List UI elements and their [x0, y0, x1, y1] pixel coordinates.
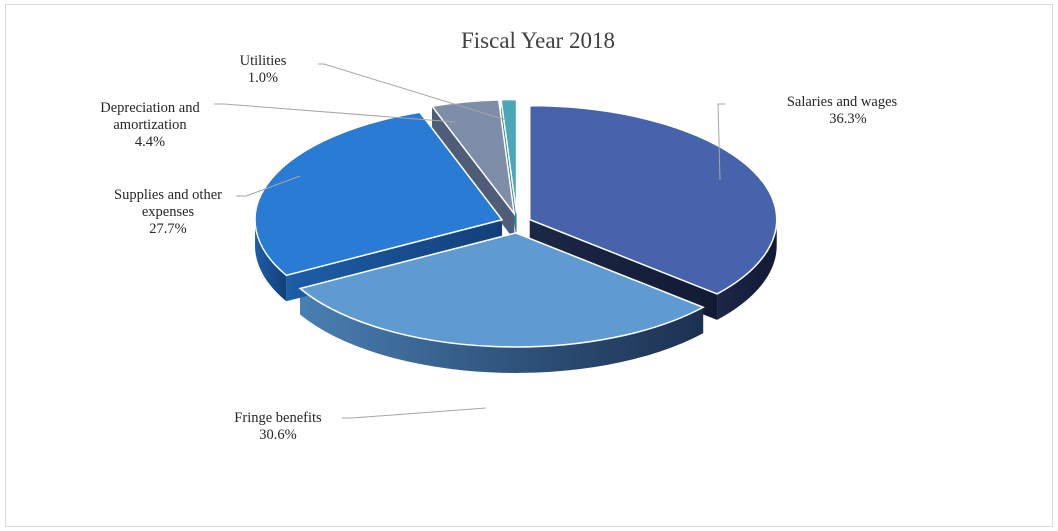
fringe-benefits-label: Fringe benefits [234, 410, 322, 426]
fringe-benefits-slice [298, 232, 705, 348]
salaries-and-wages-side [717, 219, 777, 320]
depreciation-and-amortization-leader-line [214, 103, 456, 123]
fringe-benefits-percent: 30.6% [259, 427, 296, 443]
fringe-benefits-leader-line [342, 407, 487, 419]
salaries-and-wages-label: Salaries and wages [787, 94, 898, 110]
utilities-leader-line [318, 63, 507, 121]
utilities-slice [500, 98, 518, 214]
depreciation-and-amortization-slice [430, 99, 516, 217]
depreciation-and-amortization-cut-face [431, 106, 515, 240]
salaries-and-wages-slice [528, 104, 778, 295]
supplies-and-other-expenses-label: Supplies and other [114, 187, 222, 203]
supplies-and-other-expenses-percent: 27.7% [149, 221, 186, 237]
depreciation-and-amortization-label: amortization [113, 117, 187, 133]
supplies-and-other-expenses-label: expenses [142, 204, 195, 220]
chart-title: Fiscal Year 2018 [461, 28, 615, 53]
fringe-benefits-side [300, 288, 704, 373]
utilities-label: Utilities [240, 53, 287, 69]
supplies-and-other-expenses-leader-line [236, 175, 301, 197]
supplies-and-other-expenses-slice [254, 111, 504, 277]
depreciation-and-amortization-label: Depreciation and [100, 100, 200, 116]
salaries-and-wages-percent: 36.3% [829, 111, 866, 127]
utilities-percent: 1.0% [248, 70, 278, 86]
leader-lines [214, 63, 725, 419]
depreciation-and-amortization-percent: 4.4% [135, 134, 165, 150]
slice-tops [254, 98, 778, 348]
salaries-and-wages-leader-line [717, 103, 725, 181]
